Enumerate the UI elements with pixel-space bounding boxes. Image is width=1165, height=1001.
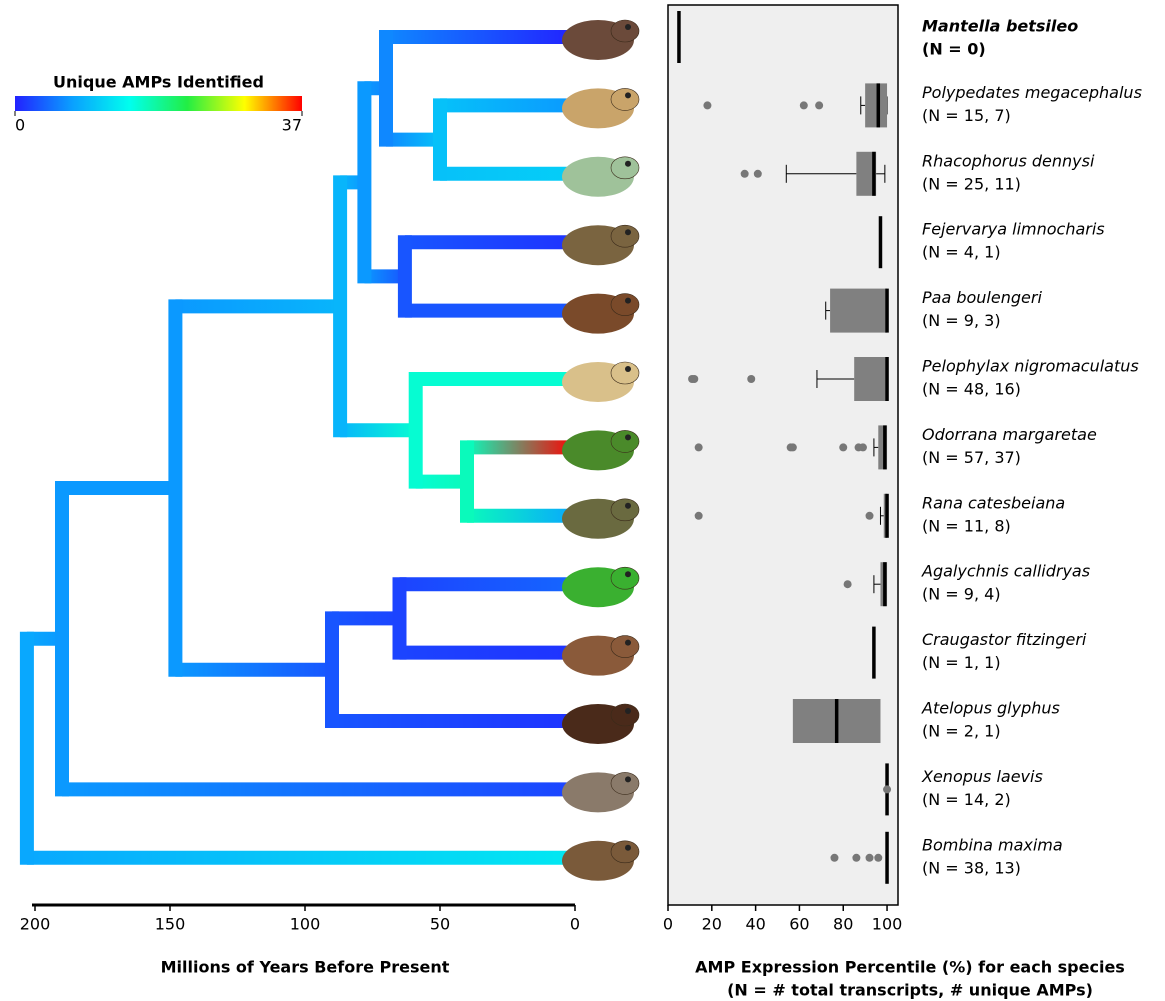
frog-eye <box>625 503 631 509</box>
species-count: (N = 1, 1) <box>922 653 1001 672</box>
x-tick-label: 50 <box>430 915 450 934</box>
outlier <box>789 443 797 451</box>
frog-eye <box>625 434 631 440</box>
species-count: (N = 2, 1) <box>922 722 1001 741</box>
frog-head <box>611 294 639 316</box>
x-axis-title: Millions of Years Before Present <box>161 958 450 977</box>
species-count: (N = 9, 4) <box>922 585 1001 604</box>
species-name: Pelophylax nigromaculatus <box>922 357 1139 376</box>
frog-eye <box>625 366 631 372</box>
frog-head <box>611 362 639 384</box>
frog-head <box>611 841 639 863</box>
species-count: (N = 15, 7) <box>922 106 1011 125</box>
outlier <box>695 443 703 451</box>
box <box>830 289 887 333</box>
frog-eye <box>625 92 631 98</box>
frog-eye <box>625 845 631 851</box>
frog-head <box>611 225 639 247</box>
frog-head <box>611 704 639 726</box>
frog-eye <box>625 298 631 304</box>
species-name: Atelopus glyphus <box>921 699 1060 718</box>
frog-eye <box>625 776 631 782</box>
x-axis-title: AMP Expression Percentile (%) for each s… <box>695 958 1125 977</box>
outlier <box>690 375 698 383</box>
outlier <box>874 854 882 862</box>
x-tick-label: 40 <box>745 915 765 934</box>
species-count: (N = 9, 3) <box>922 311 1001 330</box>
outlier <box>747 375 755 383</box>
outlier <box>839 443 847 451</box>
outlier <box>815 101 823 109</box>
frog-eye <box>625 640 631 646</box>
x-tick-label: 20 <box>702 915 722 934</box>
outlier <box>741 170 749 178</box>
outlier <box>883 785 891 793</box>
species-count: (N = 48, 16) <box>922 380 1021 399</box>
box <box>865 83 887 127</box>
species-name: Craugastor fitzingeri <box>922 630 1087 649</box>
species-count: (N = 25, 11) <box>922 174 1021 193</box>
species-name: Odorrana margaretae <box>922 425 1097 444</box>
x-tick-label: 150 <box>155 915 186 934</box>
species-name: Mantella betsileo <box>922 17 1078 36</box>
outlier <box>844 580 852 588</box>
x-tick-label: 80 <box>833 915 853 934</box>
frog-eye <box>625 24 631 30</box>
frog-head <box>611 88 639 110</box>
outlier <box>852 854 860 862</box>
x-tick-label: 100 <box>872 915 903 934</box>
frog-head <box>611 430 639 452</box>
x-tick-label: 0 <box>570 915 580 934</box>
frog-eye <box>625 571 631 577</box>
species-name: Bombina maxima <box>922 835 1063 854</box>
outlier <box>866 854 874 862</box>
outlier <box>859 443 867 451</box>
x-axis-title: (N = # total transcripts, # unique AMPs) <box>727 981 1093 1000</box>
x-tick-label: 200 <box>20 915 51 934</box>
species-count: (N = 11, 8) <box>922 516 1011 535</box>
frog-head <box>611 20 639 42</box>
colorbar-tick-label: 0 <box>15 116 25 135</box>
frog-head <box>611 157 639 179</box>
frog-head <box>611 772 639 794</box>
x-tick-label: 0 <box>663 915 673 934</box>
species-name: Paa boulengeri <box>922 288 1042 307</box>
box <box>854 357 887 401</box>
x-tick-label: 100 <box>290 915 321 934</box>
frog-head <box>611 636 639 658</box>
species-name: Agalychnis callidryas <box>921 562 1090 581</box>
outlier <box>754 170 762 178</box>
figure: 200150100500Millions of Years Before Pre… <box>0 0 1165 1001</box>
colorbar-tick-label: 37 <box>282 116 302 135</box>
colorbar-title: Unique AMPs Identified <box>53 73 264 92</box>
outlier <box>866 512 874 520</box>
frog-eye <box>625 708 631 714</box>
species-name: Xenopus laevis <box>921 767 1043 786</box>
species-count: (N = 38, 13) <box>922 858 1021 877</box>
frog-eye <box>625 161 631 167</box>
species-name: Fejervarya limnocharis <box>922 220 1105 239</box>
x-tick-label: 60 <box>789 915 809 934</box>
outlier <box>830 854 838 862</box>
frog-head <box>611 499 639 521</box>
colorbar <box>15 96 302 111</box>
species-name: Polypedates megacephalus <box>922 83 1142 102</box>
species-name: Rhacophorus dennysi <box>922 151 1095 170</box>
frog-head <box>611 567 639 589</box>
species-count: (N = 4, 1) <box>922 243 1001 262</box>
species-name: Rana catesbeiana <box>922 493 1065 512</box>
outlier <box>703 101 711 109</box>
outlier <box>800 101 808 109</box>
species-count: (N = 0) <box>922 40 986 59</box>
species-count: (N = 14, 2) <box>922 790 1011 809</box>
outlier <box>695 512 703 520</box>
frog-eye <box>625 229 631 235</box>
species-count: (N = 57, 37) <box>922 448 1021 467</box>
plot-panel <box>668 5 898 905</box>
